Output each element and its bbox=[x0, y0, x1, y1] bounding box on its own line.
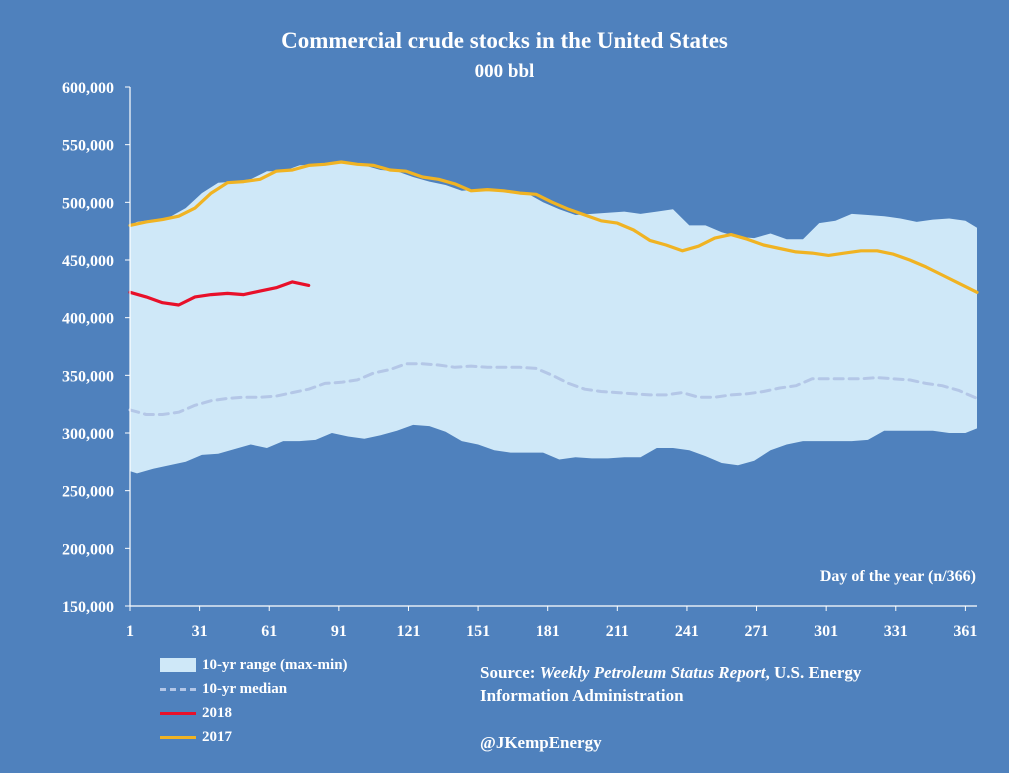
legend-swatch bbox=[160, 658, 196, 672]
x-tick-label: 121 bbox=[396, 623, 420, 640]
x-tick-label: 301 bbox=[814, 623, 838, 640]
legend-label: 2018 bbox=[202, 705, 232, 722]
y-tick-label: 600,000 bbox=[62, 80, 114, 97]
y-tick-label: 150,000 bbox=[62, 599, 114, 616]
legend-item: 2017 bbox=[160, 727, 232, 747]
y-tick-label: 500,000 bbox=[62, 195, 114, 212]
legend-label: 10-yr range (max-min) bbox=[202, 657, 348, 674]
source-publication: Weekly Petroleum Status Report bbox=[540, 663, 766, 682]
x-tick-label: 61 bbox=[261, 623, 277, 640]
y-tick-label: 250,000 bbox=[62, 484, 114, 501]
legend-swatch bbox=[160, 712, 196, 715]
x-tick-label: 31 bbox=[192, 623, 208, 640]
source-line-2: Information Administration bbox=[480, 686, 684, 706]
legend-item: 2018 bbox=[160, 703, 232, 723]
x-tick-label: 151 bbox=[466, 623, 490, 640]
range-band-area bbox=[130, 162, 977, 473]
legend-item: 10-yr range (max-min) bbox=[160, 655, 348, 675]
x-axis-label: Day of the year (n/366) bbox=[820, 568, 976, 585]
x-tick-label: 241 bbox=[675, 623, 699, 640]
x-tick-label: 1 bbox=[126, 623, 134, 640]
y-tick-label: 450,000 bbox=[62, 253, 114, 270]
y-tick-label: 300,000 bbox=[62, 426, 114, 443]
legend-label: 10-yr median bbox=[202, 681, 287, 698]
x-tick-label: 91 bbox=[331, 623, 347, 640]
x-tick-label: 331 bbox=[884, 623, 908, 640]
x-tick-label: 211 bbox=[606, 623, 629, 640]
x-tick-label: 181 bbox=[536, 623, 560, 640]
source-line-1: Source: Weekly Petroleum Status Report, … bbox=[480, 663, 861, 683]
twitter-handle: @JKempEnergy bbox=[480, 733, 602, 753]
source-prefix: Source: bbox=[480, 663, 540, 682]
legend-swatch bbox=[160, 736, 196, 739]
x-tick-label: 361 bbox=[953, 623, 977, 640]
y-tick-label: 350,000 bbox=[62, 368, 114, 385]
legend-label: 2017 bbox=[202, 729, 232, 746]
legend-swatch bbox=[160, 688, 196, 691]
x-tick-label: 271 bbox=[745, 623, 769, 640]
source-suffix: , U.S. Energy bbox=[766, 663, 862, 682]
y-tick-label: 200,000 bbox=[62, 541, 114, 558]
chart-plot: 600,000 550,000 500,000 450,000 400,000 350,0… bbox=[0, 0, 1009, 773]
y-tick-label: 550,000 bbox=[62, 138, 114, 155]
y-tick-label: 400,000 bbox=[62, 311, 114, 328]
legend-item: 10-yr median bbox=[160, 679, 287, 699]
